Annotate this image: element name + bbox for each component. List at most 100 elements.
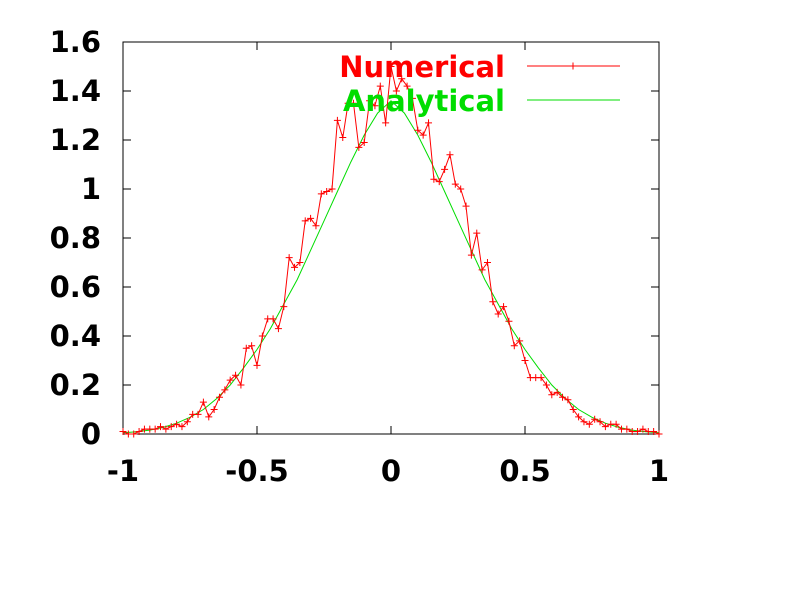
data-point-numerical bbox=[355, 143, 363, 151]
data-point-numerical bbox=[559, 393, 567, 401]
legend: Numerical Analytical bbox=[339, 50, 620, 118]
data-point-numerical bbox=[360, 138, 368, 146]
data-point-numerical bbox=[596, 418, 604, 426]
data-point-numerical bbox=[312, 222, 320, 230]
data-point-numerical bbox=[612, 420, 620, 428]
data-point-numerical bbox=[248, 342, 256, 350]
y-tick-label: 1.2 bbox=[50, 123, 101, 157]
data-point-numerical bbox=[307, 214, 315, 222]
y-tick-label: 0 bbox=[81, 417, 101, 451]
data-point-numerical bbox=[419, 131, 427, 139]
y-tick-label: 1 bbox=[81, 172, 101, 206]
data-point-numerical bbox=[403, 82, 411, 90]
data-point-numerical bbox=[414, 126, 422, 134]
data-point-numerical bbox=[650, 428, 658, 436]
data-point-numerical bbox=[328, 185, 336, 193]
data-point-numerical bbox=[623, 425, 631, 433]
data-point-numerical bbox=[516, 337, 524, 345]
data-point-numerical bbox=[537, 374, 545, 382]
y-axis: 0 0.2 0.4 0.6 0.8 1 1.2 1.4 1.6 bbox=[50, 25, 659, 451]
y-tick-label: 1.6 bbox=[50, 25, 101, 59]
data-point-numerical bbox=[483, 259, 491, 266]
y-tick-label: 0.2 bbox=[50, 368, 101, 402]
data-point-numerical bbox=[473, 229, 481, 237]
data-point-numerical bbox=[232, 371, 240, 379]
data-point-numerical bbox=[253, 361, 261, 369]
data-point-numerical bbox=[564, 396, 572, 404]
x-tick-label: -1 bbox=[107, 454, 139, 488]
y-tick-label: 0.8 bbox=[50, 221, 101, 255]
data-point-numerical bbox=[505, 317, 513, 325]
data-point-numerical bbox=[489, 298, 497, 306]
data-point-numerical bbox=[601, 423, 609, 431]
data-point-numerical bbox=[655, 430, 663, 438]
data-point-numerical bbox=[221, 386, 229, 394]
data-point-numerical bbox=[215, 393, 223, 401]
data-point-numerical bbox=[553, 388, 561, 396]
data-point-numerical bbox=[194, 410, 202, 418]
data-point-numerical bbox=[398, 75, 406, 83]
series-line-numerical bbox=[122, 66, 660, 435]
data-point-numerical bbox=[575, 413, 583, 421]
data-point-numerical bbox=[339, 134, 347, 142]
data-point-numerical bbox=[237, 381, 245, 389]
data-point-numerical bbox=[242, 344, 250, 352]
data-point-numerical bbox=[580, 418, 588, 426]
legend-label-numerical: Numerical bbox=[339, 50, 505, 84]
data-point-numerical bbox=[634, 428, 642, 436]
data-point-numerical bbox=[296, 259, 304, 266]
x-tick-label: 0 bbox=[381, 454, 401, 488]
series-line-analytical bbox=[122, 100, 660, 434]
data-point-numerical bbox=[157, 423, 165, 431]
legend-marker-numerical bbox=[569, 62, 577, 70]
data-point-numerical bbox=[210, 406, 218, 413]
data-point-numerical bbox=[333, 116, 341, 124]
data-point-numerical bbox=[521, 357, 529, 364]
legend-label-analytical: Analytical bbox=[343, 84, 505, 118]
data-point-numerical bbox=[467, 251, 475, 259]
data-point-numerical bbox=[226, 376, 234, 384]
data-point-numerical bbox=[451, 180, 459, 188]
data-point-numerical bbox=[301, 217, 309, 225]
data-point-numerical bbox=[323, 187, 331, 195]
data-point-numerical bbox=[510, 342, 518, 350]
x-axis: -1 -0.5 0 0.5 1 bbox=[107, 42, 669, 488]
data-point-numerical bbox=[258, 332, 266, 340]
series-layer bbox=[119, 63, 663, 438]
data-point-numerical bbox=[291, 263, 299, 271]
data-point-numerical bbox=[130, 430, 138, 438]
y-tick-label: 0.4 bbox=[50, 319, 101, 353]
data-point-numerical bbox=[425, 119, 433, 127]
data-point-numerical bbox=[548, 391, 556, 399]
data-point-numerical bbox=[285, 254, 293, 262]
data-point-numerical bbox=[183, 418, 191, 426]
data-point-numerical bbox=[462, 202, 470, 210]
data-point-numerical bbox=[178, 423, 186, 431]
data-point-numerical bbox=[408, 94, 416, 102]
data-point-numerical bbox=[167, 423, 175, 431]
data-point-numerical bbox=[376, 82, 384, 90]
data-point-numerical bbox=[569, 406, 577, 413]
data-point-numerical bbox=[435, 178, 443, 186]
x-tick-label: -0.5 bbox=[225, 454, 288, 488]
data-point-numerical bbox=[366, 97, 374, 105]
data-point-numerical bbox=[371, 102, 379, 110]
data-point-numerical bbox=[119, 428, 127, 436]
data-point-numerical bbox=[280, 303, 288, 311]
y-tick-label: 1.4 bbox=[50, 74, 101, 108]
data-point-numerical bbox=[494, 310, 502, 318]
data-point-numerical bbox=[457, 185, 465, 193]
data-point-numerical bbox=[349, 99, 357, 107]
data-point-numerical bbox=[392, 87, 400, 95]
data-point-numerical bbox=[269, 315, 277, 323]
data-point-numerical bbox=[205, 413, 213, 421]
data-point-numerical bbox=[585, 420, 593, 428]
data-point-numerical bbox=[478, 266, 486, 274]
data-point-numerical bbox=[591, 415, 599, 423]
data-point-numerical bbox=[387, 63, 395, 70]
data-point-numerical bbox=[430, 175, 438, 183]
data-point-numerical bbox=[382, 119, 390, 127]
data-point-numerical bbox=[162, 425, 170, 433]
data-point-numerical bbox=[274, 325, 282, 333]
data-point-numerical bbox=[500, 303, 508, 311]
